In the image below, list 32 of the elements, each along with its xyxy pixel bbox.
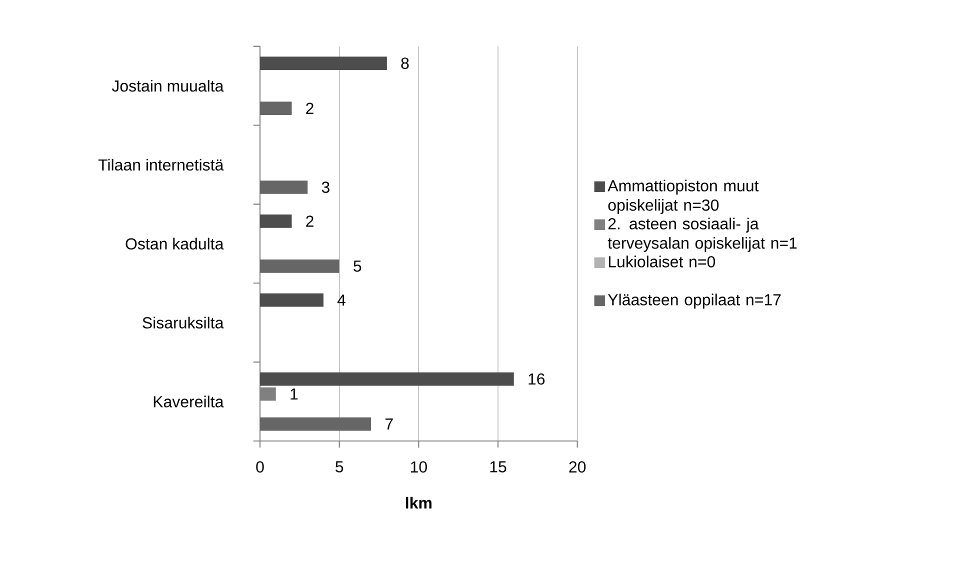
data-label: 2 xyxy=(306,102,314,114)
legend-label: Yläasteen oppilaat n=17 xyxy=(608,294,781,309)
data-label: 5 xyxy=(354,260,362,272)
x-axis-title: lkm xyxy=(406,496,432,508)
bar xyxy=(260,293,324,307)
x-tick-label: 0 xyxy=(256,461,264,473)
bar xyxy=(260,417,372,431)
bar xyxy=(260,214,292,228)
data-label: 16 xyxy=(528,373,545,385)
y-tick-label: Jostain muualta xyxy=(112,80,224,92)
y-tick-label: Kavereilta xyxy=(154,396,224,408)
x-tick-label: 15 xyxy=(490,461,506,472)
bar xyxy=(260,180,308,194)
bar xyxy=(260,56,387,70)
data-label: 7 xyxy=(385,418,393,430)
x-tick-label: 20 xyxy=(569,461,586,473)
x-tick-label: 5 xyxy=(336,461,344,472)
y-tick-label: Sisaruksilta xyxy=(142,316,224,328)
data-label: 2 xyxy=(306,216,314,227)
bar xyxy=(260,372,514,386)
y-tick-label: Ostan kadulta xyxy=(126,238,224,250)
y-tick-label: Tilaan internetistä xyxy=(98,158,224,171)
legend-label: 2. asteen sosiaali- ja terveysalan opiskelijat n=1 xyxy=(608,218,797,252)
x-tick-label: 10 xyxy=(410,461,427,473)
data-label: 3 xyxy=(322,182,330,193)
data-label: 4 xyxy=(337,294,346,306)
data-label: 1 xyxy=(290,388,298,400)
bar xyxy=(260,102,292,115)
legend-label: Lukiolaiset n=0 xyxy=(608,256,716,268)
legend-label: Ammattiopiston muut opiskelijat n=30 xyxy=(608,180,759,214)
data-label: 8 xyxy=(401,58,409,69)
bar xyxy=(260,260,340,273)
